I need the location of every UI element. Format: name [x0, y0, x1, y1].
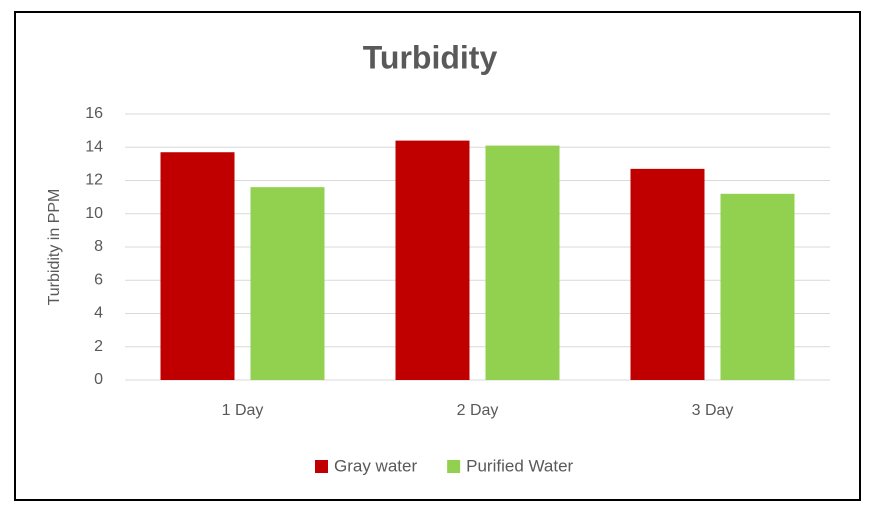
bar — [160, 152, 235, 380]
bar — [485, 145, 560, 380]
y-tick-label: 14 — [85, 138, 103, 155]
y-tick-label: 10 — [85, 205, 103, 222]
y-tick-label: 8 — [94, 238, 103, 255]
bar — [720, 193, 795, 380]
x-tick-label: 3 Day — [692, 402, 734, 419]
x-tick-label: 2 Day — [457, 402, 499, 419]
y-axis-label: Turbidity in PPM — [46, 189, 63, 306]
y-tick-label: 2 — [94, 338, 103, 355]
bar — [630, 168, 705, 380]
legend-label: Purified Water — [466, 456, 573, 475]
x-tick-label: 1 Day — [222, 402, 264, 419]
legend-swatch — [447, 460, 461, 473]
bar — [395, 140, 470, 380]
y-tick-label: 6 — [94, 271, 103, 288]
y-tick-label: 12 — [85, 172, 103, 189]
y-tick-label: 0 — [94, 371, 103, 388]
chart-title: Turbidity — [363, 39, 498, 75]
bar — [250, 187, 325, 380]
y-tick-label: 4 — [94, 305, 103, 322]
legend-label: Gray water — [334, 456, 417, 475]
legend-swatch — [315, 460, 328, 473]
y-tick-label: 16 — [85, 105, 103, 122]
